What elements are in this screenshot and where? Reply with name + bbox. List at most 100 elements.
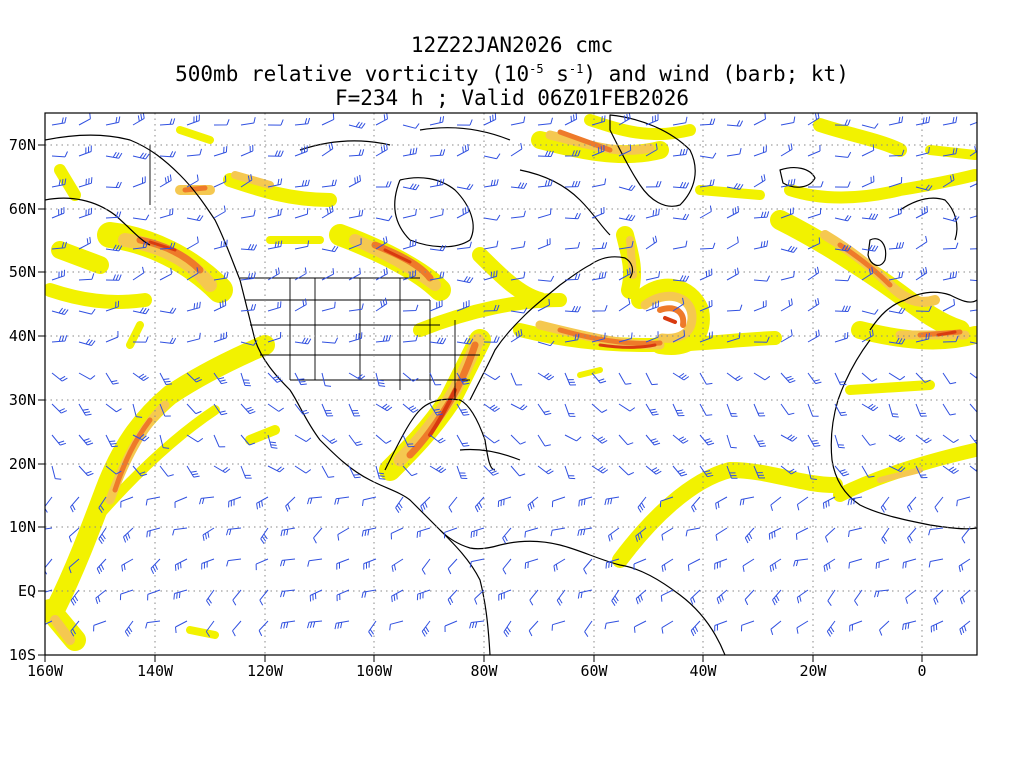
wind-barb [564,434,582,442]
wind-barb [105,181,122,189]
x-tick-label: 160W [27,662,64,680]
title-run: 12Z22JAN2026 cmc [410,33,614,57]
wind-barb [202,527,215,541]
wind-barb [267,301,282,312]
wind-barb [753,372,771,381]
wind-barb [888,176,903,188]
wind-barb [942,335,959,343]
wind-barb [132,336,149,343]
wind-barb [375,267,388,281]
wind-barb [942,215,960,222]
wind-barb [753,465,766,479]
wind-barb [807,297,820,312]
wind-barb [205,620,215,637]
wind-barb [645,403,659,416]
wind-barb [915,235,928,250]
wind-barb [672,403,685,417]
wind-barb [537,150,554,157]
wind-barb [483,434,500,444]
wind-barb [361,527,377,537]
wind-barb [780,178,796,188]
wind-barb [881,527,890,544]
wind-barb [213,205,226,219]
wind-barb [969,121,977,126]
wind-barb [608,527,620,542]
x-tick-label: 140W [137,662,174,680]
vorticity-shading [45,114,977,651]
wind-barb [633,620,647,633]
wind-barb [726,403,738,417]
wind-barb [483,270,498,281]
wind-barb [186,267,199,281]
wind-barb [591,465,609,474]
wind-barb [618,434,634,446]
wind-barb [132,465,148,477]
wind-barb [524,527,539,538]
wind-barb [132,176,146,188]
wind-barb [578,496,593,507]
wind-barb [807,434,821,447]
wind-barb [635,589,647,605]
wind-barb [726,332,741,343]
title-field-mid: s [543,62,569,86]
wind-barb [51,372,68,382]
wind-barb [267,119,284,126]
wind-barb [906,496,917,513]
wind-barb [240,144,254,157]
wind-barb [726,183,744,190]
wind-barb [807,372,822,385]
wind-barb [429,300,443,312]
wind-barb [827,589,836,606]
wind-barb [96,558,107,575]
wind-barb [232,620,242,637]
wind-barb [807,465,817,480]
wind-barb [510,210,526,219]
wind-barb [159,372,173,385]
wind-barb [915,465,928,479]
wind-barb [375,465,386,480]
wind-barb [321,372,332,387]
wind-barb [240,173,253,188]
wind-barb [564,241,581,250]
wind-barb [483,304,500,312]
wind-barb [159,307,177,314]
wind-barb [240,303,257,312]
wind-barb [70,620,80,637]
wind-barb [375,181,392,188]
wind-barb [645,271,661,281]
wind-barb [98,527,107,544]
wind-barb [672,116,688,126]
wind-barb [726,267,739,281]
wind-barb [429,271,445,281]
wind-barb [294,240,310,250]
wind-barb [739,496,755,506]
wind-barb [402,208,417,219]
wind-barb [448,496,458,513]
wind-barb [456,403,470,416]
wind-barb [716,589,728,605]
wind-barb [902,620,917,631]
wind-barb [240,272,256,281]
cuba [459,448,521,461]
wind-barb [294,267,307,281]
wind-barb [186,465,200,478]
wind-barb [267,240,283,250]
wind-barb [726,434,737,449]
wind-barb [51,403,68,414]
wind-barb [321,337,339,344]
wind-barb [888,337,906,345]
wind-barb [645,208,660,219]
wind-barb [661,527,674,541]
wind-barb [294,434,312,443]
wind-barb [807,329,820,343]
wind-barb [618,465,635,476]
wind-barb [553,558,566,572]
gulf-coast [384,398,496,471]
wind-barb [132,403,143,418]
wind-barb [258,620,269,637]
wind-barb [474,589,485,605]
wind-barb [591,271,607,281]
wind-barb [429,149,446,157]
wind-barb [391,589,404,603]
wind-barb [915,266,928,281]
